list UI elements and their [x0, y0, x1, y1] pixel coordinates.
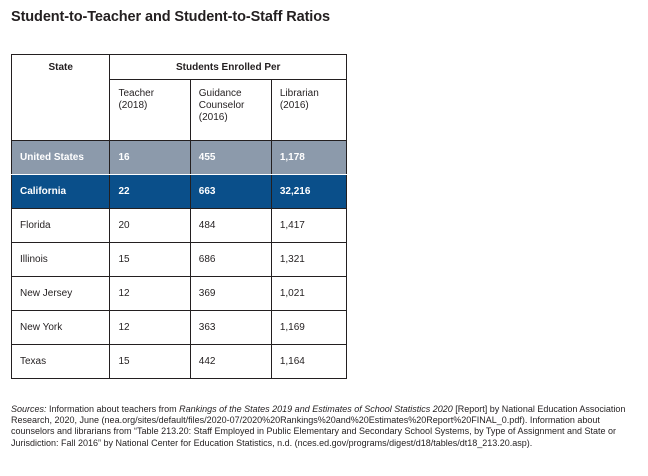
state-cell: Illinois: [10, 242, 111, 277]
sources-note: Sources: Information about teachers from…: [11, 404, 641, 449]
teacher-header-line1: Teacher: [118, 88, 155, 99]
librarian-ratio-cell: 1,021: [270, 276, 348, 311]
teacher-ratio-cell: 12: [109, 276, 191, 311]
sources-label: Sources:: [11, 404, 47, 414]
table-row: Illinois 15 686 1,321: [10, 242, 348, 277]
librarian-ratio-cell: 1,178: [270, 140, 348, 175]
counselor-header-line3: (2016): [198, 112, 228, 123]
teacher-ratio-cell: 20: [109, 208, 191, 243]
librarian-header-line2: (2016): [279, 100, 309, 111]
teacher-column-header: Teacher (2018): [109, 79, 191, 141]
counselor-ratio-cell: 369: [189, 276, 272, 311]
table-header-row: State Students Enrolled Per: [10, 54, 347, 141]
state-cell: United States: [10, 140, 111, 175]
table-row: Texas 15 442 1,164: [10, 344, 348, 379]
state-cell: Florida: [10, 208, 111, 243]
teacher-ratio-cell: 15: [109, 242, 191, 277]
librarian-column-header: Librarian (2016): [270, 79, 348, 141]
teacher-ratio-cell: 22: [109, 174, 191, 209]
librarian-header-line1: Librarian: [279, 88, 319, 99]
table-row: Florida 20 484 1,417: [10, 208, 348, 243]
sources-text-part1: Information about teachers from: [46, 404, 180, 414]
page-title: Student-to-Teacher and Student-to-Staff …: [11, 9, 330, 25]
teacher-ratio-cell: 12: [109, 310, 191, 345]
state-cell: Texas: [10, 344, 111, 379]
counselor-ratio-cell: 484: [189, 208, 272, 243]
teacher-header-line2: (2018): [118, 100, 148, 111]
counselor-ratio-cell: 663: [189, 174, 272, 209]
counselor-ratio-cell: 686: [189, 242, 272, 277]
ratios-table: State Students Enrolled Per Teacher (201…: [10, 54, 348, 379]
table-row-california: California 22 663 32,216: [10, 174, 348, 209]
state-column-header: State: [10, 54, 111, 141]
counselor-ratio-cell: 442: [189, 344, 272, 379]
table-row: New Jersey 12 369 1,021: [10, 276, 348, 311]
state-cell: California: [10, 174, 111, 209]
table-row: New York 12 363 1,169: [10, 310, 348, 345]
counselor-ratio-cell: 455: [189, 140, 272, 175]
state-cell: New York: [10, 310, 111, 345]
librarian-ratio-cell: 32,216: [270, 174, 348, 209]
librarian-ratio-cell: 1,169: [270, 310, 348, 345]
students-enrolled-per-header: Students Enrolled Per: [109, 54, 347, 80]
counselor-header-line1: Guidance: [198, 88, 242, 99]
librarian-ratio-cell: 1,164: [270, 344, 348, 379]
table-row-united-states: United States 16 455 1,178: [10, 140, 348, 175]
teacher-ratio-cell: 16: [109, 140, 191, 175]
counselor-column-header: Guidance Counselor (2016): [189, 79, 272, 141]
sources-report-title: Rankings of the States 2019 and Estimate…: [179, 404, 453, 414]
counselor-ratio-cell: 363: [189, 310, 272, 345]
counselor-header-line2: Counselor: [198, 100, 245, 111]
state-cell: New Jersey: [10, 276, 111, 311]
librarian-ratio-cell: 1,417: [270, 208, 348, 243]
librarian-ratio-cell: 1,321: [270, 242, 348, 277]
sources-text-part2: [Report] by National Education Associati…: [11, 404, 626, 448]
teacher-ratio-cell: 15: [109, 344, 191, 379]
